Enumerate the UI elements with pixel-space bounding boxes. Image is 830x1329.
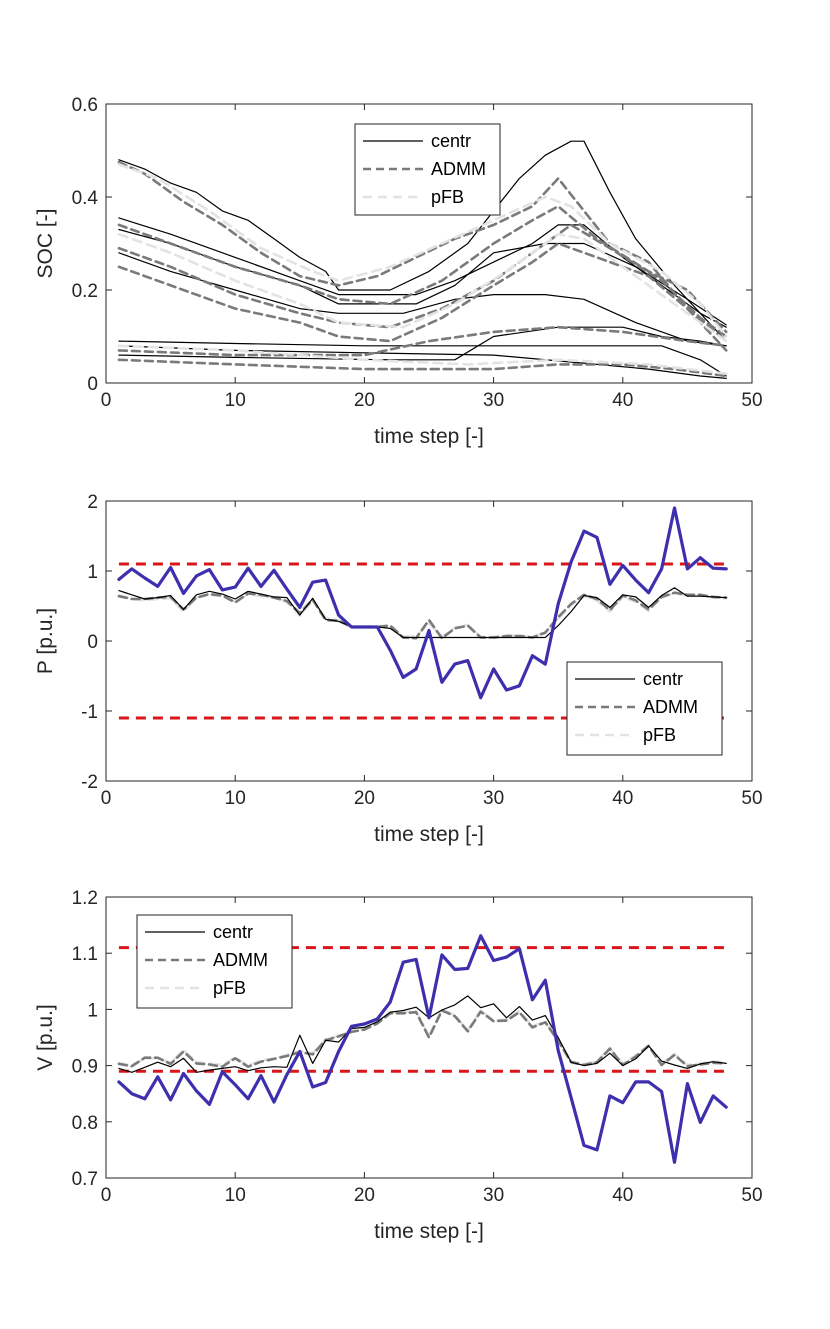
x-tick-label: 50 bbox=[741, 788, 762, 809]
y-axis-label: V [p.u.] bbox=[34, 1004, 57, 1071]
legend: centr ADMM pFB bbox=[566, 661, 723, 756]
x-tick-label: 40 bbox=[612, 390, 633, 411]
y-tick-label: 1.1 bbox=[72, 944, 98, 965]
y-tick-label: 0 bbox=[87, 374, 98, 395]
legend-box bbox=[136, 914, 293, 1009]
series-line-pfb-15 bbox=[117, 344, 728, 375]
legend-label-pfb: pFB bbox=[213, 978, 246, 998]
series-line-admm-12 bbox=[117, 358, 728, 378]
y-tick-label: 0.2 bbox=[72, 281, 98, 302]
x-tick-label: 40 bbox=[612, 1185, 633, 1206]
x-axis-label: time step [-] bbox=[374, 1220, 484, 1243]
x-tick-label: 10 bbox=[225, 390, 246, 411]
x-tick-label: 30 bbox=[483, 390, 504, 411]
legend-box bbox=[566, 661, 723, 756]
series-line-actual-3 bbox=[117, 934, 728, 1164]
series-line-centr-2 bbox=[118, 587, 727, 639]
plot-area bbox=[117, 140, 728, 379]
y-tick-label: 1 bbox=[87, 562, 98, 583]
x-axis-label: time step [-] bbox=[374, 425, 484, 448]
x-tick-label: 50 bbox=[741, 1185, 762, 1206]
legend: centr ADMM pFB bbox=[354, 123, 501, 216]
legend-label-pfb: pFB bbox=[431, 187, 464, 207]
legend-label-centr: centr bbox=[213, 922, 253, 942]
x-tick-label: 20 bbox=[354, 1185, 375, 1206]
y-tick-label: -1 bbox=[81, 702, 98, 723]
legend-label-centr: centr bbox=[431, 131, 471, 151]
plot-area bbox=[117, 506, 728, 720]
axes-box bbox=[105, 103, 753, 384]
x-tick-label: 10 bbox=[225, 788, 246, 809]
series-line-admm-1 bbox=[117, 591, 728, 640]
series-line-centr-0 bbox=[118, 140, 727, 342]
y-tick-label: 2 bbox=[87, 492, 98, 513]
series-line-centr-2 bbox=[118, 995, 727, 1073]
series-line-pfb-13 bbox=[117, 163, 728, 338]
x-axis-label: time step [-] bbox=[374, 823, 484, 846]
legend-label-centr: centr bbox=[643, 669, 683, 689]
y-tick-label: 1 bbox=[87, 1000, 98, 1021]
x-tick-label: 20 bbox=[354, 788, 375, 809]
chart-panel-3: 0 10 20 30 40 50 0.7 0.8 0.9 1 1.1 1.2 time step [-]… bbox=[34, 888, 763, 1243]
y-tick-label: -2 bbox=[81, 772, 98, 793]
y-tick-label: 0 bbox=[87, 632, 98, 653]
y-axis-label: P [p.u.] bbox=[34, 608, 57, 674]
y-tick-label: 0.8 bbox=[72, 1113, 98, 1134]
series-line-centr-4 bbox=[118, 340, 727, 377]
series-line-centr-5 bbox=[118, 326, 727, 361]
axes-box bbox=[105, 896, 753, 1179]
y-tick-label: 0.6 bbox=[72, 95, 98, 116]
legend: centr ADMM pFB bbox=[136, 914, 293, 1009]
x-tick-label: 20 bbox=[354, 390, 375, 411]
plot-area bbox=[117, 934, 728, 1164]
series-line-actual-3 bbox=[117, 506, 728, 700]
chart-panel-2: 0 10 20 30 40 50 -2 -1 0 1 2 time step [-] P [p.u.] c… bbox=[34, 492, 763, 846]
legend-label-admm: ADMM bbox=[213, 950, 268, 970]
y-tick-label: 0.7 bbox=[72, 1169, 98, 1190]
chart-panel-1: 0 10 20 30 40 50 0 0.2 0.4 0.6 time step [-] SOC [-… bbox=[34, 95, 763, 448]
legend-label-admm: ADMM bbox=[431, 159, 486, 179]
series-line-pfb-14 bbox=[117, 232, 728, 343]
y-tick-label: 0.4 bbox=[72, 188, 99, 209]
x-tick-label: 0 bbox=[101, 390, 112, 411]
series-line-admm-11 bbox=[117, 325, 728, 357]
x-tick-label: 0 bbox=[101, 1185, 112, 1206]
y-tick-label: 1.2 bbox=[72, 888, 98, 909]
series-line-centr-3 bbox=[118, 252, 727, 347]
x-tick-label: 30 bbox=[483, 1185, 504, 1206]
y-tick-label: 0.9 bbox=[72, 1057, 98, 1078]
series-line-admm-1 bbox=[117, 1009, 728, 1068]
x-tick-label: 10 bbox=[225, 1185, 246, 1206]
x-tick-label: 30 bbox=[483, 788, 504, 809]
x-tick-label: 0 bbox=[101, 788, 112, 809]
x-tick-label: 50 bbox=[741, 390, 762, 411]
x-tick-label: 40 bbox=[612, 788, 633, 809]
y-axis-label: SOC [-] bbox=[34, 208, 57, 278]
legend-label-pfb: pFB bbox=[643, 725, 676, 745]
series-line-admm-9 bbox=[117, 242, 728, 352]
legend-label-admm: ADMM bbox=[643, 697, 698, 717]
